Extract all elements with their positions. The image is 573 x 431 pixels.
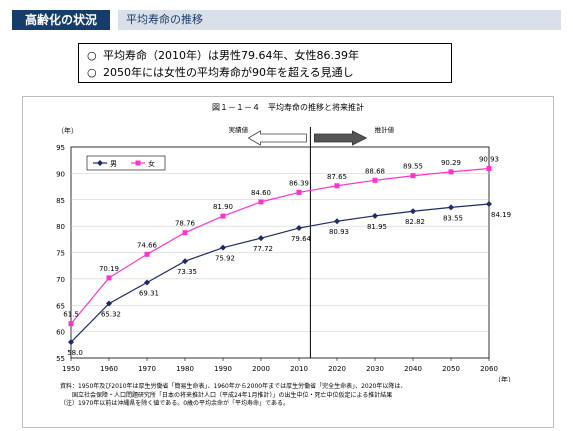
female-point xyxy=(372,177,378,183)
data-label: 84.19 xyxy=(491,211,511,219)
female-point xyxy=(144,251,150,257)
series-line-male xyxy=(70,203,490,343)
y-tick-label: 80 xyxy=(56,223,65,231)
female-point xyxy=(68,321,74,327)
data-label: 65.32 xyxy=(101,311,121,319)
male-point xyxy=(68,339,74,346)
x-tick-label: 2040 xyxy=(404,365,422,373)
female-point xyxy=(486,165,492,171)
x-tick-label: 2020 xyxy=(328,365,346,373)
footnote: 資料：1950年及び2010年は厚生労働省「簡易生命表」、1960年から2000… xyxy=(60,383,500,409)
x-tick-label: 2010 xyxy=(290,365,308,373)
data-label: 75.92 xyxy=(215,255,235,263)
actual-arrow xyxy=(247,130,307,146)
x-tick-label: 2030 xyxy=(366,365,384,373)
legend-marker xyxy=(135,160,141,166)
female-point xyxy=(448,169,454,175)
bullet-mark: ○ xyxy=(87,66,97,79)
data-label: 82.82 xyxy=(405,218,425,226)
male-point xyxy=(486,201,492,208)
data-label: 79.64 xyxy=(291,235,312,243)
data-label: 69.31 xyxy=(139,290,159,298)
female-point xyxy=(334,183,340,189)
data-label: 73.35 xyxy=(177,268,197,276)
y-tick-label: 55 xyxy=(56,355,65,363)
data-label: 70.19 xyxy=(99,265,119,273)
x-tick-label: 1980 xyxy=(176,365,194,373)
male-point xyxy=(334,218,340,225)
y-axis-label: （年） xyxy=(57,126,78,135)
footnote-line-1: 資料：1950年及び2010年は厚生労働省「簡易生命表」、1960年から2000… xyxy=(60,383,407,390)
x-tick-label: 2050 xyxy=(442,365,460,373)
x-tick-label: 1960 xyxy=(100,365,118,373)
life-expectancy-chart: 図１－１－４ 平均寿命の推移と将来推計 （年） （年） 55 60 65 70 75 80 85 9… xyxy=(56,102,515,382)
male-point xyxy=(106,300,112,307)
legend-entry: 男 xyxy=(110,160,117,168)
x-axis-label: （年） xyxy=(494,375,515,382)
footnote-line-3: （注）1970年以前は沖縄県を除く値である。0歳の平均余命が「平均寿命」である。 xyxy=(60,400,289,407)
y-tick-label: 65 xyxy=(56,302,65,310)
male-point xyxy=(296,225,302,232)
male-point xyxy=(144,279,150,286)
y-tick-label: 85 xyxy=(56,197,65,205)
chart-title: 図１－１－４ 平均寿命の推移と将来推計 xyxy=(212,102,364,112)
data-label: 58.0 xyxy=(67,349,83,357)
data-label: 87.65 xyxy=(327,173,347,181)
series-line-female xyxy=(70,167,490,325)
data-label: 81.90 xyxy=(213,203,233,211)
summary-bullet-1: ○ 平均寿命（2010年）は男性79.64年、女性86.39年 xyxy=(87,47,359,63)
x-tick-label: 1990 xyxy=(214,365,232,373)
data-label: 83.55 xyxy=(443,214,463,222)
data-label: 88.68 xyxy=(365,167,385,175)
data-label: 78.76 xyxy=(175,220,196,228)
y-tick-label: 90 xyxy=(56,170,65,178)
y-tick-label: 75 xyxy=(56,250,65,258)
female-point xyxy=(410,173,416,179)
female-point xyxy=(258,199,264,205)
data-label: 90.29 xyxy=(441,159,461,167)
data-label: 77.72 xyxy=(253,245,273,253)
male-point xyxy=(220,244,226,251)
x-tick-label: 1950 xyxy=(62,365,80,373)
section-title: 平均寿命の推移 xyxy=(118,10,561,30)
x-tick-label: 1970 xyxy=(138,365,156,373)
y-tick-label: 70 xyxy=(56,276,65,284)
female-point xyxy=(106,275,112,281)
data-label: 74.66 xyxy=(137,241,158,249)
legend-box xyxy=(86,155,166,171)
summary-bullet-2: ○ 2050年には女性の平均寿命が90年を超える見通し xyxy=(87,64,354,80)
actual-label: 実績値 xyxy=(229,125,249,134)
bullet-text: 平均寿命（2010年）は男性79.64年、女性86.39年 xyxy=(103,49,359,62)
data-label: 90.93 xyxy=(479,155,499,163)
data-label: 80.93 xyxy=(329,228,349,236)
male-point xyxy=(258,235,264,242)
bullet-text: 2050年には女性の平均寿命が90年を超える見通し xyxy=(103,66,354,79)
chart-panel: 図１－１－４ 平均寿命の推移と将来推計 （年） （年） 55 60 65 70 75 80 85 9… xyxy=(22,96,554,428)
female-point xyxy=(296,189,302,195)
data-label: 84.60 xyxy=(251,189,271,197)
footnote-line-2: 国立社会保障・人口問題研究所「日本の将来推計人口（平成24年1月推計）」の出生中… xyxy=(60,391,393,399)
male-point xyxy=(410,208,416,215)
summary-box: ○ 平均寿命（2010年）は男性79.64年、女性86.39年 ○ 2050年には女… xyxy=(78,43,452,83)
data-label: 61.5 xyxy=(63,311,79,319)
bullet-mark: ○ xyxy=(87,49,97,62)
y-tick-label: 95 xyxy=(56,144,65,152)
projection-label: 推計値 xyxy=(375,125,395,134)
data-label: 86.39 xyxy=(289,179,309,187)
projection-arrow xyxy=(314,130,368,146)
x-tick-label: 2060 xyxy=(480,365,498,373)
male-point xyxy=(448,204,454,211)
section-tag: 高齢化の状況 xyxy=(12,10,110,30)
y-tick-label: 60 xyxy=(56,329,65,337)
x-tick-label: 2000 xyxy=(252,365,270,373)
data-label: 81.95 xyxy=(367,223,387,231)
legend-marker xyxy=(97,160,103,166)
male-point xyxy=(182,258,188,265)
legend-entry: 女 xyxy=(148,159,155,168)
data-label: 89.55 xyxy=(403,163,423,171)
female-point xyxy=(220,213,226,219)
male-point xyxy=(372,212,378,219)
female-point xyxy=(182,230,188,236)
